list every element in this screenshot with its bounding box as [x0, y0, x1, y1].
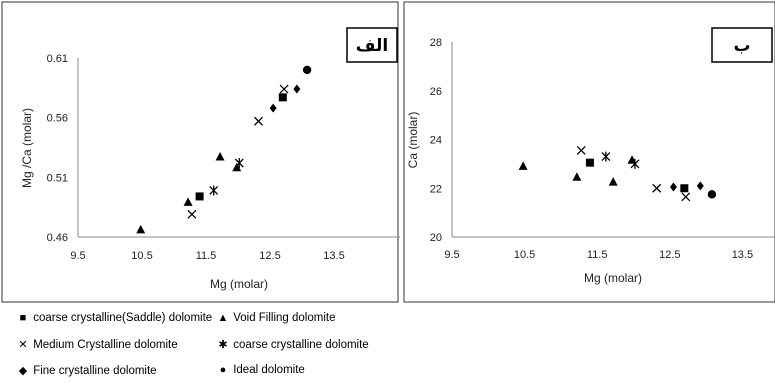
y-tick-label: 28 — [430, 37, 442, 49]
legend-label: coarse crystalline dolomite — [233, 339, 369, 351]
circle-point — [707, 190, 717, 199]
circle-point — [302, 65, 312, 75]
legend-diamond-marker: ◆ — [18, 365, 28, 377]
square-point — [278, 93, 287, 102]
legend-label: Ideal dolomite — [233, 364, 305, 376]
legend-label: coarse crystalline(Saddle) dolomite — [33, 312, 213, 324]
y-tick-label: 24 — [430, 135, 442, 147]
panel-b-tag: ب — [733, 36, 750, 56]
x-tick-label: 9.5 — [444, 249, 459, 261]
x-point — [652, 183, 662, 193]
legend-asterisk-marker: ✱ — [218, 339, 228, 351]
panel-a-tag: الف — [356, 36, 388, 56]
y-tick-label: 22 — [430, 183, 442, 195]
legend-label: Medium Crystalline dolomite — [33, 339, 178, 351]
y-tick-label: 0.61 — [47, 53, 68, 65]
triangle-point — [232, 162, 242, 172]
triangle-point — [627, 155, 637, 164]
triangle-point — [136, 224, 146, 234]
panel-b: ب 20 22 24 26 28 9.5 10.5 11.5 12.5 13.5 Ca (mol… — [403, 1, 775, 303]
legend: ■ coarse crystalline(Saddle) dolomite ▲ … — [0, 308, 775, 383]
legend-circle-marker: ● — [219, 364, 227, 376]
x-point — [576, 146, 586, 155]
x-tick-label: 11.5 — [196, 250, 217, 262]
legend-triangle-marker: ▲ — [217, 312, 229, 324]
legend-item: ✱ coarse crystalline dolomite — [216, 338, 369, 351]
legend-square-marker: ■ — [19, 312, 27, 324]
triangle-point — [183, 197, 193, 206]
panel-a-tag-box — [346, 27, 398, 63]
x-point — [279, 84, 289, 94]
panel-b-xlabel: Mg (molar) — [584, 271, 642, 285]
x-tick-label: 12.5 — [659, 249, 680, 261]
x-point — [254, 116, 263, 126]
triangle-point — [608, 177, 618, 186]
panel-b-frame — [403, 1, 775, 303]
asterisk-point — [630, 158, 640, 169]
legend-label: Fine crystalline dolomite — [33, 365, 157, 377]
diamond-point — [669, 182, 677, 192]
legend-item: ■ coarse crystalline(Saddle) dolomite — [16, 312, 213, 324]
legend-item: ◆ Fine crystalline dolomite — [16, 364, 157, 377]
x-tick-label: 10.5 — [514, 249, 535, 261]
y-tick-label: 0.46 — [47, 232, 68, 244]
x-tick-label: 10.5 — [131, 250, 152, 262]
triangle-point — [215, 152, 225, 161]
diamond-point — [696, 181, 704, 191]
legend-x-marker: ✕ — [18, 339, 28, 351]
y-tick-label: 0.51 — [47, 172, 68, 184]
triangle-point — [572, 172, 582, 181]
y-tick-label: 0.56 — [47, 113, 68, 125]
square-point — [680, 184, 689, 193]
panel-a-frame — [1, 1, 399, 303]
y-tick-label: 20 — [430, 232, 442, 244]
legend-label: Void Filling dolomite — [233, 312, 336, 324]
x-tick-label: 13.5 — [323, 250, 344, 262]
square-point — [195, 192, 204, 201]
x-point — [187, 209, 197, 219]
square-point — [585, 158, 594, 167]
x-point — [681, 192, 691, 202]
x-tick-label: 9.5 — [70, 250, 85, 262]
legend-item: ● Ideal dolomite — [216, 364, 305, 376]
x-tick-label: 13.5 — [732, 249, 753, 261]
x-tick-label: 11.5 — [587, 249, 608, 261]
y-tick-label: 26 — [430, 86, 442, 98]
panel-a-xlabel: Mg (molar) — [210, 277, 268, 291]
diamond-point — [293, 84, 301, 94]
panel-b-ylabel: Ca (molar) — [406, 112, 420, 169]
asterisk-point — [601, 151, 611, 162]
panel-b-tag-box — [711, 27, 773, 63]
legend-item: ✕ Medium Crystalline dolomite — [16, 338, 178, 351]
asterisk-point — [234, 158, 244, 169]
panel-a-ylabel: Mg /Ca (molar) — [20, 108, 34, 188]
asterisk-point — [209, 185, 219, 196]
triangle-point — [518, 161, 528, 170]
legend-item: ▲ Void Filling dolomite — [216, 312, 336, 324]
x-tick-label: 12.5 — [259, 250, 280, 262]
panel-a: الف 0.46 0.51 0.56 0.61 9.5 10.5 11.5 12.5 13.5… — [1, 1, 400, 303]
diamond-point — [269, 103, 277, 113]
